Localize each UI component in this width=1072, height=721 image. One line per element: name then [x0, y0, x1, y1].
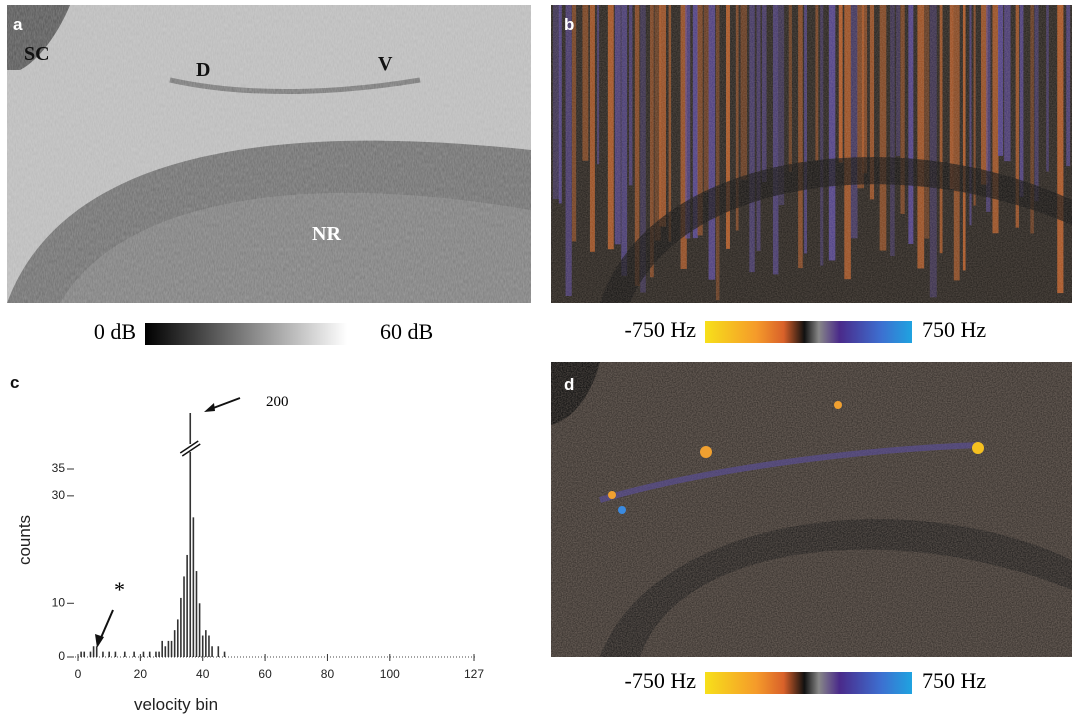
- panel-a: a SC D V NR 0 dB 60 dB: [7, 5, 531, 345]
- annotation: SC: [24, 43, 50, 65]
- bar: [173, 630, 176, 657]
- colorbar-max: 60 dB: [380, 319, 433, 344]
- x-axis-title: velocity bin: [134, 695, 218, 714]
- x-tick-label: 80: [321, 667, 335, 681]
- bar: [192, 517, 195, 657]
- y-tick-label: 0: [58, 649, 65, 663]
- arrowhead: [95, 634, 104, 648]
- bar: [133, 651, 135, 657]
- bar: [142, 651, 145, 657]
- bar: [114, 651, 117, 657]
- colorbar: [705, 672, 912, 694]
- arrowhead: [204, 403, 215, 412]
- x-tick-label: 20: [134, 667, 148, 681]
- bar: [92, 646, 95, 657]
- x-tick-label: 127: [464, 667, 484, 681]
- bar: [198, 603, 201, 657]
- y-tick-label: 35: [52, 461, 66, 475]
- annotation: *: [114, 577, 125, 602]
- annotation: D: [196, 59, 210, 81]
- bar: [176, 619, 179, 657]
- bar: [211, 646, 213, 657]
- annotation: V: [378, 53, 393, 75]
- bar: [158, 651, 160, 657]
- panel-label: a: [13, 15, 23, 34]
- x-tick-label: 0: [75, 667, 82, 681]
- x-tick-label: 100: [380, 667, 400, 681]
- colorbar: [145, 323, 347, 345]
- annotation: NR: [312, 223, 341, 245]
- panel-b-overlay: b -750 Hz 750 Hz: [551, 5, 1072, 343]
- bar: [189, 413, 192, 657]
- flow-spot: [618, 506, 626, 514]
- panel-label: b: [564, 15, 574, 34]
- flow-spot: [972, 442, 984, 454]
- axis-break: [179, 440, 199, 454]
- x-tick-label: 40: [196, 667, 210, 681]
- annotation: 200: [266, 394, 289, 410]
- bar: [183, 576, 185, 657]
- x-tick-label: 60: [258, 667, 272, 681]
- colorbar-max: 750 Hz: [922, 317, 986, 342]
- speckle: [551, 5, 1072, 303]
- speckle: [551, 362, 1072, 657]
- bar: [123, 651, 126, 657]
- histogram: c counts velocity bin 200 * 0 20 40 60 80 100…: [10, 373, 484, 714]
- bar: [155, 651, 157, 657]
- bar: [102, 651, 104, 657]
- flow-spot: [700, 446, 712, 458]
- bar: [89, 651, 92, 657]
- panel-d: d -750 Hz 750 Hz: [551, 362, 1072, 694]
- bar: [195, 571, 198, 657]
- bar: [83, 651, 86, 657]
- bar: [180, 597, 182, 657]
- bar: [217, 646, 220, 657]
- bar: [208, 635, 210, 657]
- bar: [170, 640, 173, 657]
- vessel-flow: [599, 442, 981, 503]
- bar: [95, 646, 98, 657]
- panel-label: c: [10, 373, 19, 392]
- bar: [108, 651, 110, 657]
- bar: [164, 646, 167, 657]
- speckle: [7, 5, 531, 303]
- flow-spot: [608, 491, 616, 499]
- bar: [161, 640, 163, 657]
- y-axis-title: counts: [15, 515, 34, 565]
- axis-break-gap: [180, 444, 201, 452]
- bar: [167, 640, 170, 657]
- bar: [80, 651, 82, 657]
- bar: [205, 630, 207, 657]
- y-tick-label: 10: [52, 595, 66, 609]
- y-tick-label: 30: [52, 488, 66, 502]
- bar: [186, 554, 188, 657]
- colorbar: [705, 321, 912, 343]
- colorbar-min: -750 Hz: [625, 317, 697, 342]
- arrow: [99, 609, 114, 641]
- panel-label: d: [564, 375, 574, 394]
- bar: [223, 651, 226, 657]
- flow-spot: [834, 401, 842, 409]
- colorbar-max: 750 Hz: [922, 668, 986, 693]
- axis-break: [181, 443, 201, 457]
- colorbar-min: 0 dB: [94, 319, 136, 344]
- bar: [201, 635, 204, 657]
- colorbar-min: -750 Hz: [625, 668, 697, 693]
- bar: [148, 651, 151, 657]
